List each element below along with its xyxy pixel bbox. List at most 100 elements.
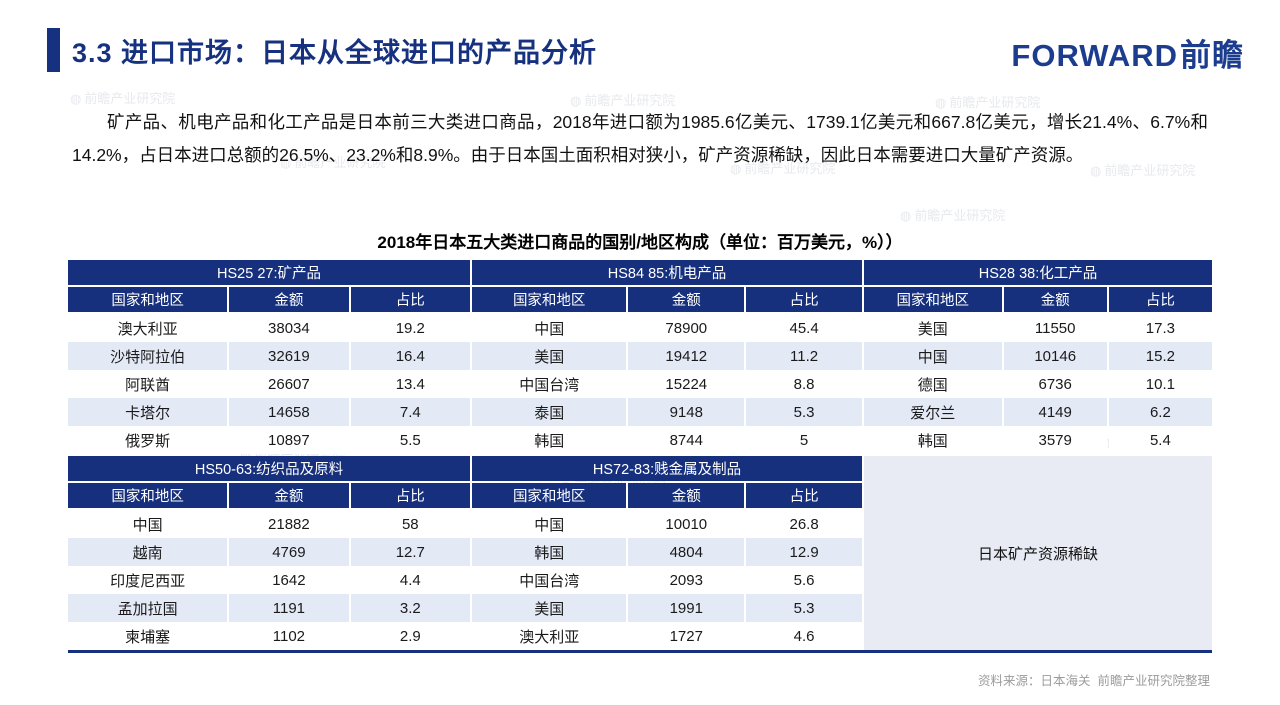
source-note: 资料来源：日本海关 前瞻产业研究院整理 [978, 674, 1210, 688]
country-cell: 美国 [472, 342, 627, 370]
amount-cell: 10010 [628, 510, 745, 538]
country-cell: 柬埔塞 [68, 622, 228, 650]
share-cell: 2.9 [350, 622, 470, 650]
share-cell: 58 [350, 510, 470, 538]
table-row: 美国 1991 5.3 [472, 594, 862, 622]
table-row: 阿联酋 26607 13.4 [68, 370, 470, 398]
share-cell: 12.9 [746, 538, 862, 566]
share-cell: 17.3 [1108, 314, 1212, 342]
watermark: ◍前瞻产业研究院 [70, 91, 176, 106]
watermark-logo-icon: ◍ [70, 91, 82, 106]
section-header: HS72-83:贱金属及制品 [472, 456, 862, 481]
share-cell: 8.8 [746, 370, 862, 398]
table-section: HS25 27:矿产品 国家和地区 金额 占比 澳大利亚 38034 19.2 沙特阿拉伯 32… [68, 260, 470, 454]
country-cell: 中国 [472, 510, 627, 538]
watermark-logo-icon: ◍ [900, 208, 912, 223]
share-cell: 5 [746, 426, 862, 454]
table-section: HS72-83:贱金属及制品 国家和地区 金额 占比 中国 10010 26.8 韩国 4804… [472, 456, 862, 650]
share-cell: 5.5 [350, 426, 470, 454]
amount-cell: 38034 [229, 314, 349, 342]
share-cell: 4.4 [350, 566, 470, 594]
country-cell: 澳大利亚 [68, 314, 228, 342]
amount-cell: 19412 [628, 342, 745, 370]
share-cell: 10.1 [1108, 370, 1212, 398]
column-header-row: 国家和地区 金额 占比 [472, 287, 862, 312]
country-cell: 澳大利亚 [472, 622, 627, 650]
share-cell: 4.6 [746, 622, 862, 650]
share-cell: 15.2 [1108, 342, 1212, 370]
column-header: 占比 [746, 483, 862, 508]
table-row: 越南 4769 12.7 [68, 538, 470, 566]
amount-cell: 9148 [628, 398, 745, 426]
share-cell: 5.3 [746, 594, 862, 622]
column-header: 占比 [746, 287, 862, 312]
country-cell: 美国 [864, 314, 1002, 342]
import-table: HS25 27:矿产品 国家和地区 金额 占比 澳大利亚 38034 19.2 沙特阿拉伯 32… [68, 260, 1212, 653]
amount-cell: 8744 [628, 426, 745, 454]
table-row: 俄罗斯 10897 5.5 [68, 426, 470, 454]
country-cell: 越南 [68, 538, 228, 566]
table-row: 韩国 3579 5.4 [864, 426, 1212, 454]
section-slot-minerals: HS25 27:矿产品 国家和地区 金额 占比 澳大利亚 38034 19.2 沙特阿拉伯 32… [68, 260, 470, 454]
table-bottom-grid: HS50-63:纺织品及原料 国家和地区 金额 占比 中国 21882 58 越南 4769 12… [68, 456, 1212, 650]
section-header: HS25 27:矿产品 [68, 260, 470, 285]
section-header: HS28 38:化工产品 [864, 260, 1212, 285]
table-row: 中国 21882 58 [68, 510, 470, 538]
country-cell: 阿联酋 [68, 370, 228, 398]
column-header: 国家和地区 [472, 483, 627, 508]
table-row: 韩国 8744 5 [472, 426, 862, 454]
share-cell: 3.2 [350, 594, 470, 622]
amount-cell: 1727 [628, 622, 745, 650]
amount-cell: 1191 [229, 594, 349, 622]
country-cell: 中国 [472, 314, 627, 342]
share-cell: 7.4 [350, 398, 470, 426]
table-row: 澳大利亚 1727 4.6 [472, 622, 862, 650]
section-slot-base-metals: HS72-83:贱金属及制品 国家和地区 金额 占比 中国 10010 26.8 韩国 4804… [472, 456, 862, 650]
share-cell: 5.3 [746, 398, 862, 426]
table-row: 美国 19412 11.2 [472, 342, 862, 370]
column-header: 金额 [628, 483, 745, 508]
country-cell: 中国台湾 [472, 566, 627, 594]
country-cell: 中国台湾 [472, 370, 627, 398]
amount-cell: 1102 [229, 622, 349, 650]
amount-cell: 4149 [1003, 398, 1107, 426]
table-row: 印度尼西亚 1642 4.4 [68, 566, 470, 594]
amount-cell: 2093 [628, 566, 745, 594]
logo-text-cn: 前瞻 [1180, 38, 1244, 73]
column-header: 金额 [1003, 287, 1107, 312]
column-header-row: 国家和地区 金额 占比 [472, 483, 862, 508]
column-header: 金额 [628, 287, 745, 312]
note-cell: 日本矿产资源稀缺 [864, 456, 1212, 650]
table-row: 美国 11550 17.3 [864, 314, 1212, 342]
country-cell: 沙特阿拉伯 [68, 342, 228, 370]
country-cell: 印度尼西亚 [68, 566, 228, 594]
amount-cell: 14658 [229, 398, 349, 426]
section-slot-textiles: HS50-63:纺织品及原料 国家和地区 金额 占比 中国 21882 58 越南 4769 12… [68, 456, 470, 650]
country-cell: 中国 [68, 510, 228, 538]
column-header: 金额 [229, 483, 349, 508]
table-section: HS50-63:纺织品及原料 国家和地区 金额 占比 中国 21882 58 越南 4769 12… [68, 456, 470, 650]
share-cell: 16.4 [350, 342, 470, 370]
country-cell: 韩国 [472, 538, 627, 566]
column-header: 金额 [229, 287, 349, 312]
amount-cell: 6736 [1003, 370, 1107, 398]
column-header: 国家和地区 [864, 287, 1002, 312]
country-cell: 泰国 [472, 398, 627, 426]
table-row: 韩国 4804 12.9 [472, 538, 862, 566]
amount-cell: 11550 [1003, 314, 1107, 342]
forward-logo: FORWARD前瞻 [1011, 30, 1244, 75]
column-header: 占比 [350, 287, 470, 312]
page-title: 3.3 进口市场：日本从全球进口的产品分析 [72, 37, 598, 68]
column-header: 国家和地区 [68, 287, 228, 312]
amount-cell: 1991 [628, 594, 745, 622]
share-cell: 6.2 [1108, 398, 1212, 426]
table-row: 中国台湾 15224 8.8 [472, 370, 862, 398]
share-cell: 45.4 [746, 314, 862, 342]
share-cell: 13.4 [350, 370, 470, 398]
amount-cell: 21882 [229, 510, 349, 538]
share-cell: 19.2 [350, 314, 470, 342]
table-row: 柬埔塞 1102 2.9 [68, 622, 470, 650]
amount-cell: 10897 [229, 426, 349, 454]
table-section: HS84 85:机电产品 国家和地区 金额 占比 中国 78900 45.4 美国 19412 1… [472, 260, 862, 454]
